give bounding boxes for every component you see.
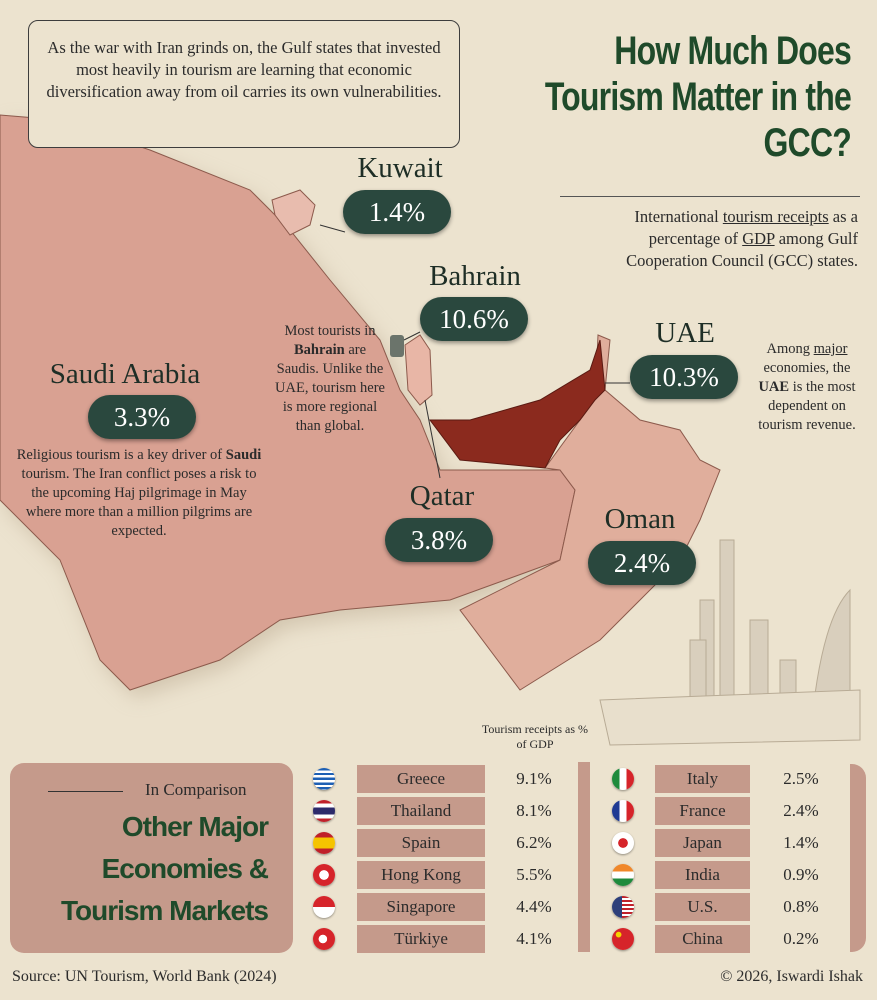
bahrain-note: Most tourists in Bahrain are Saudis. Unl… <box>275 323 385 434</box>
country-name: Italy <box>655 765 750 793</box>
tourism-receipts-link: tourism receipts <box>722 207 829 226</box>
singapore-flag-icon <box>313 896 335 918</box>
divider <box>560 196 860 197</box>
us-flag-icon <box>612 896 634 918</box>
qatar-shape <box>404 334 433 406</box>
credit: © 2026, Iswardi Ishak <box>720 968 863 985</box>
uae-shape <box>429 339 606 469</box>
oman-label: Oman <box>604 503 676 535</box>
country-value: 8.1% <box>516 801 552 820</box>
turkiye-flag-icon <box>313 928 335 950</box>
japan-flag-icon <box>612 832 634 854</box>
skyline-illustration <box>599 539 861 746</box>
country-value: 0.2% <box>783 929 819 948</box>
country-value: 0.9% <box>783 865 819 884</box>
country-name: Hong Kong <box>357 861 485 889</box>
saudi-arabia-label: Saudi Arabia <box>49 358 201 390</box>
country-name: Thailand <box>357 797 485 825</box>
subtitle-text: as a percentage of <box>648 207 858 248</box>
saudi-note: Religious tourism is a key driver of Sau… <box>16 447 262 539</box>
page-title: How Much Does Tourism Matter in the GCC? <box>544 29 852 165</box>
bahrain-shape <box>390 335 404 357</box>
source: Source: UN Tourism, World Bank (2024) <box>12 968 277 985</box>
country-value: 9.1% <box>516 769 552 788</box>
uae-note: Among major economies, the UAE is the mo… <box>758 341 856 433</box>
greece-flag-icon <box>313 768 335 790</box>
oman-value: 2.4% <box>588 541 696 585</box>
country-name: Greece <box>357 765 485 793</box>
country-value: 2.4% <box>783 801 819 820</box>
bahrain-value: 10.6% <box>420 297 528 341</box>
kuwait-value: 1.4% <box>343 190 451 234</box>
table-divider <box>578 762 590 952</box>
country-value: 0.8% <box>783 897 819 916</box>
comparison-title-panel <box>10 763 293 953</box>
country-name: U.S. <box>655 893 750 921</box>
bahrain-label: Bahrain <box>429 260 521 292</box>
gdp-link: GDP <box>742 229 775 248</box>
country-value: 6.2% <box>516 833 552 852</box>
subtitle: International tourism receipts as a perc… <box>578 206 858 272</box>
intro-text: As the war with Iran grinds on, the Gulf… <box>28 20 460 148</box>
china-flag-icon <box>612 928 634 950</box>
saudi-arabia-value: 3.3% <box>88 395 196 439</box>
table-end-cap <box>850 764 866 952</box>
country-value: 2.5% <box>783 769 819 788</box>
italy-flag-icon <box>612 768 634 790</box>
subtitle-text: among Gulf Cooperation Council (GCC) sta… <box>626 229 858 270</box>
country-name: India <box>655 861 750 889</box>
country-value: 4.1% <box>516 929 552 948</box>
kuwait-shape <box>271 189 316 236</box>
uae-value: 10.3% <box>630 355 738 399</box>
kuwait-label: Kuwait <box>357 152 443 184</box>
france-flag-icon <box>612 800 634 822</box>
country-name: Türkiye <box>357 925 485 953</box>
column-header: Tourism receipts as % of GDP <box>481 722 589 751</box>
uae-label: UAE <box>655 317 715 349</box>
india-flag-icon <box>612 864 634 886</box>
qatar-value: 3.8% <box>385 518 493 562</box>
hong-kong-flag-icon <box>313 864 335 886</box>
oman-shape <box>459 334 721 691</box>
country-value: 5.5% <box>516 865 552 884</box>
spain-flag-icon <box>313 832 335 854</box>
comparison-title: Other Major Economies & Tourism Markets <box>61 811 269 926</box>
country-name: France <box>655 797 750 825</box>
kicker-line <box>48 791 123 792</box>
country-name: China <box>655 925 750 953</box>
country-name: Spain <box>357 829 485 857</box>
country-name: Japan <box>655 829 750 857</box>
thailand-flag-icon <box>313 800 335 822</box>
country-value: 1.4% <box>783 833 819 852</box>
comparison-kicker: In Comparison <box>145 780 247 799</box>
country-name: Singapore <box>357 893 485 921</box>
subtitle-text: International <box>634 207 723 226</box>
qatar-label: Qatar <box>409 480 475 512</box>
country-value: 4.4% <box>516 897 552 916</box>
